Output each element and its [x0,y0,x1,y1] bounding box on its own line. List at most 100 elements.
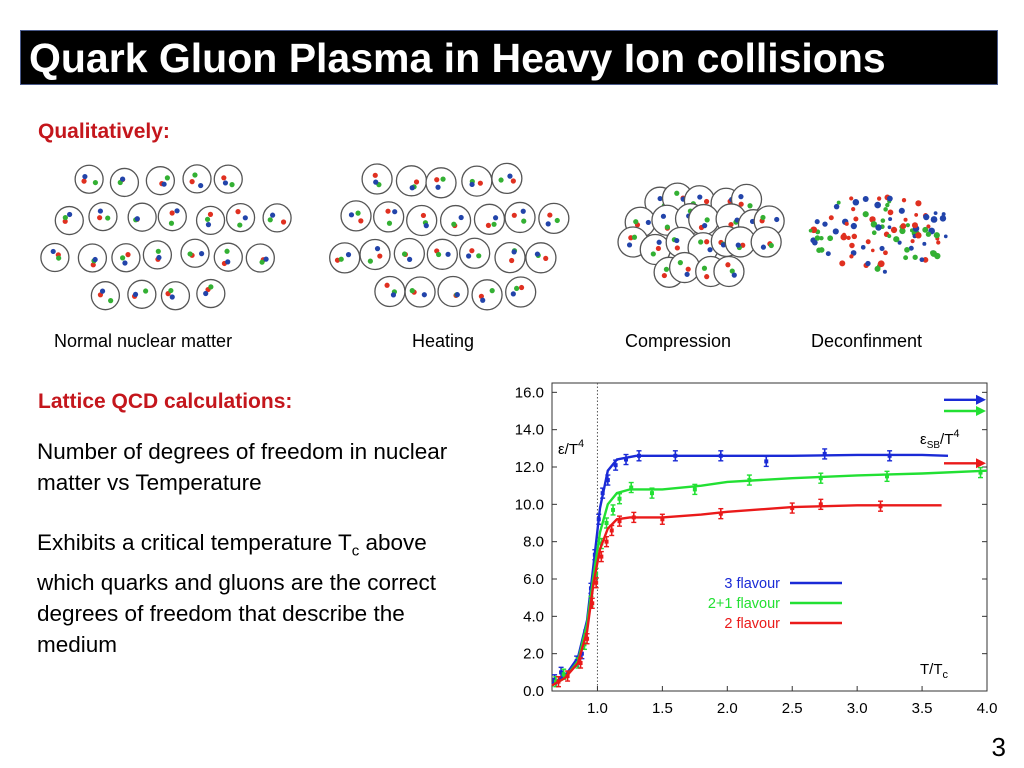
quark-dot-icon [492,215,499,221]
nucleon-circle-icon [439,204,472,237]
quark-dot-icon [836,200,841,205]
quark-dot-icon [348,212,355,218]
nuclear-matter-illustrations [40,162,948,311]
quark-dot-icon [155,248,161,254]
quark-dot-icon [386,220,393,226]
quark-dot-icon [407,256,413,262]
quark-dot-icon [914,212,919,217]
quark-dot-icon [82,173,88,180]
quark-dot-icon [373,179,379,185]
nucleon-circle-icon [494,241,526,274]
caption-normal-nuclear-matter: Normal nuclear matter [54,331,233,351]
legend-label-2-1-flavour: 2+1 flavour [708,596,780,612]
quark-dot-icon [204,216,211,222]
quark-dot-icon [469,248,475,254]
quark-dot-icon [259,259,265,265]
quark-dot-icon [926,224,931,229]
quark-dot-icon [480,297,486,303]
data-point-2-flavour [589,597,595,609]
quark-dot-icon [374,246,381,252]
quark-dot-icon [871,230,877,236]
quark-dot-icon [338,256,344,262]
sb-label-sup: 4 [953,428,959,440]
qualitatively-heading: Qualitatively: [38,120,170,143]
x-tick-label: 1.0 [587,700,608,717]
quark-dot-icon [768,242,774,249]
quark-dot-icon [816,247,822,253]
data-point-2-1-flavour [978,466,984,479]
nucleon-circle-icon [127,279,157,309]
data-point-3-flavour [718,450,724,462]
quark-dot-icon [435,184,441,190]
quark-dot-icon [886,195,893,202]
quark-dot-icon [882,269,887,274]
quark-dot-icon [922,257,929,263]
nucleon-circle-icon [374,275,406,308]
nucleon-circle-icon [750,226,782,258]
quark-dot-icon [518,284,525,291]
quark-dot-icon [899,227,906,235]
quark-dot-icon [925,231,932,237]
data-point-3-flavour [672,450,678,462]
quark-dot-icon [887,225,892,230]
data-point-2-flavour [718,507,724,520]
nucleon-circle-icon [111,243,141,273]
quark-dot-icon [105,215,111,221]
nucleon-circle-icon [54,205,84,236]
quark-dot-icon [543,255,549,262]
nucleon-circle-icon [471,279,503,311]
quark-dot-icon [143,288,149,294]
quark-dot-icon [207,211,214,217]
y-tick-label: 0.0 [523,683,544,700]
quark-dot-icon [897,240,902,245]
sb-limit-arrows [944,394,986,469]
data-point-3-flavour [596,513,602,525]
nucleon-circle-icon [329,242,361,274]
quark-dot-icon [345,252,352,258]
quark-dot-icon [235,209,241,215]
x-tick-label: 1.5 [652,700,673,717]
data-point-3-flavour [623,453,629,466]
data-point-2-flavour [818,498,824,511]
quark-dot-icon [697,194,703,200]
nucleon-circle-icon [505,276,537,308]
quark-dot-icon [168,287,174,294]
nucleon-circle-icon [525,242,557,274]
nucleon-circle-icon [393,237,425,270]
quark-dot-icon [205,222,212,228]
quark-dot-icon [729,268,735,274]
quark-dot-icon [828,215,834,221]
quark-dot-icon [225,259,231,265]
y-tick-label: 10.0 [515,496,544,513]
nucleon-circle-icon [359,238,391,271]
quark-dot-icon [198,251,205,257]
quark-dot-icon [237,222,243,228]
quark-dot-icon [825,251,831,257]
nucleon-circle-icon [262,203,292,233]
quark-dot-icon [833,203,840,210]
data-point-2-1-flavour [628,481,634,494]
quark-dot-icon [883,207,888,212]
quark-dot-icon [747,203,753,209]
series-layer [551,448,988,688]
nucleon-circle-icon [713,255,745,288]
quark-dot-icon [702,223,708,229]
quark-dot-icon [385,208,391,214]
quark-dot-icon [355,210,361,216]
nucleon-circle-icon [127,202,157,232]
x-tick-label: 3.5 [912,700,933,717]
quark-dot-icon [120,255,126,261]
quark-dot-icon [731,272,737,278]
nucleon-circle-icon [473,203,506,235]
data-point-2-1-flavour [692,483,698,496]
nucleon-circle-icon [195,205,226,236]
nucleon-circle-icon [491,162,523,195]
quark-dot-icon [367,258,373,264]
quark-dot-icon [912,254,918,260]
quark-dot-icon [534,251,541,257]
quark-dot-icon [674,237,680,244]
sb-arrowhead-3-flavour [976,394,986,405]
quark-dot-icon [738,194,744,200]
quark-dot-icon [814,235,821,241]
lattice-qcd-chart: 0.0 2.0 4.0 6.0 8.0 10.0 12.0 14.0 16.0 1.0 1.5 2.… [515,382,997,717]
